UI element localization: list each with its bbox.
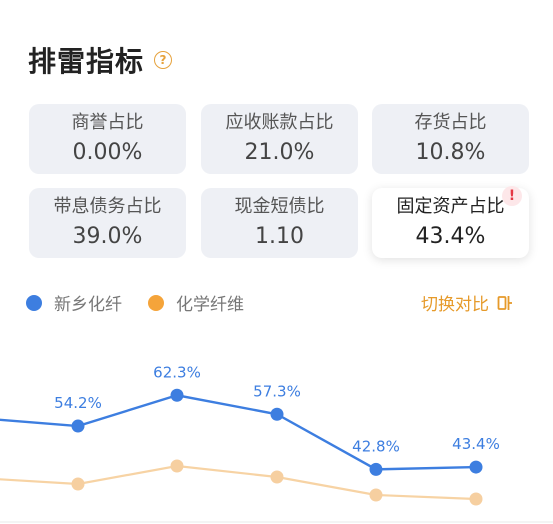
metric-card-cash-short-debt[interactable]: 现金短债比 1.10: [201, 188, 358, 258]
legend-label: 新乡化纤: [54, 295, 122, 315]
metric-value: 0.00%: [72, 140, 143, 165]
series2-point[interactable]: [71, 477, 85, 491]
switch-compare-button[interactable]: 切换对比: [421, 290, 513, 315]
series2-point[interactable]: [469, 492, 483, 506]
series1-point[interactable]: [71, 419, 85, 433]
metric-label: 存货占比: [414, 112, 487, 133]
metric-label: 现金短债比: [234, 196, 325, 217]
metric-card-fixed-assets[interactable]: ! 固定资产占比 43.4%: [372, 186, 529, 258]
series1-point[interactable]: [369, 462, 383, 476]
series1-data-label: 57.3%: [253, 382, 301, 400]
switch-compare-label: 切换对比: [421, 295, 489, 315]
series1-data-label: 54.2%: [54, 394, 102, 412]
metric-label: 商誉占比: [71, 112, 144, 133]
metric-label: 固定资产占比: [396, 196, 505, 217]
series1-line: [0, 394, 477, 471]
series2-point[interactable]: [369, 488, 383, 502]
metric-card-receivables[interactable]: 应收账款占比 21.0%: [201, 104, 358, 174]
metric-card-goodwill[interactable]: 商誉占比 0.00%: [29, 104, 186, 174]
series1-data-label: 42.8%: [352, 437, 400, 455]
chart-legend: 新乡化纤 化学纤维: [26, 290, 270, 315]
legend-item-series2[interactable]: 化学纤维: [148, 290, 244, 315]
metric-card-interest-debt[interactable]: 带息债务占比 39.0%: [29, 188, 186, 258]
legend-item-series1[interactable]: 新乡化纤: [26, 290, 122, 315]
metric-value: 43.4%: [415, 224, 486, 249]
metric-value: 21.0%: [244, 140, 315, 165]
series2-line: [0, 464, 477, 501]
help-circle-icon[interactable]: ?: [154, 51, 173, 69]
legend-dot-icon: [148, 294, 164, 311]
metric-value: 39.0%: [72, 224, 143, 249]
section-title: 排雷指标: [28, 45, 145, 78]
switch-icon: [497, 295, 512, 310]
series1-point[interactable]: [469, 460, 483, 474]
series2-point[interactable]: [170, 459, 184, 473]
legend-dot-icon: [26, 294, 42, 311]
metric-card-inventory[interactable]: 存货占比 10.8%: [372, 104, 529, 174]
series1-data-label: 62.3%: [153, 363, 201, 381]
series1-point[interactable]: [270, 407, 284, 421]
metric-value: 1.10: [255, 224, 304, 249]
metric-value: 10.8%: [415, 140, 486, 165]
metric-label: 应收账款占比: [225, 112, 334, 133]
legend-label: 化学纤维: [176, 295, 244, 315]
alert-icon: !: [502, 186, 522, 206]
series1-point[interactable]: [170, 388, 184, 402]
series2-point[interactable]: [270, 470, 284, 484]
metric-label: 带息债务占比: [53, 196, 162, 217]
section-header: 排雷指标 ?: [28, 40, 173, 80]
series1-data-label: 43.4%: [452, 435, 500, 453]
